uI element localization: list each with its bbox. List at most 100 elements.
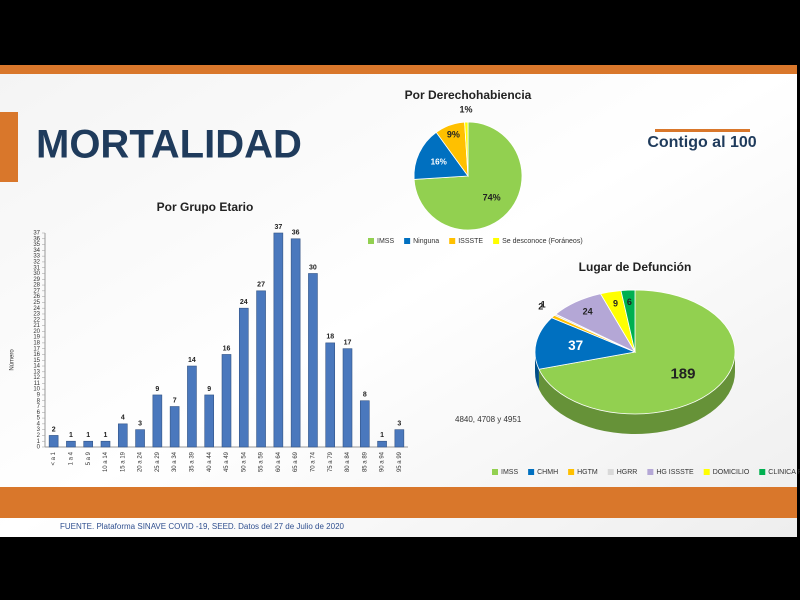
y-tick-label: 22 bbox=[33, 317, 40, 323]
data-label: 18 bbox=[326, 334, 334, 341]
y-tick-label: 7 bbox=[37, 404, 41, 410]
slice-side bbox=[538, 352, 736, 435]
data-label: 1 bbox=[104, 432, 108, 439]
data-label: 36 bbox=[292, 230, 300, 237]
y-tick-label: 36 bbox=[33, 236, 40, 242]
legend-label: CLINICA PRIVADA bbox=[768, 469, 800, 476]
pie-slice bbox=[620, 289, 636, 353]
slide-title: MORTALIDAD bbox=[36, 123, 302, 167]
x-tick-label: 90 a 94 bbox=[380, 451, 386, 472]
data-label: 30 bbox=[309, 264, 317, 271]
bar bbox=[256, 290, 266, 448]
pie-slice bbox=[464, 121, 469, 177]
legend-label: ISSSTE bbox=[458, 238, 483, 245]
y-tick-label: 33 bbox=[33, 254, 40, 260]
y-tick-label: 30 bbox=[33, 271, 40, 277]
bar bbox=[394, 429, 405, 448]
y-tick-label: 26 bbox=[33, 294, 40, 300]
y-tick-label: 32 bbox=[33, 259, 40, 265]
bar bbox=[169, 406, 180, 448]
legend-swatch bbox=[607, 469, 614, 475]
y-tick-label: 31 bbox=[33, 265, 40, 271]
data-label: 8 bbox=[363, 392, 367, 399]
bar bbox=[204, 394, 215, 448]
y-tick-label: 29 bbox=[33, 277, 40, 283]
y-tick-label: 34 bbox=[33, 248, 40, 254]
chart-title: Por Grupo Etario bbox=[157, 200, 254, 214]
data-label: 24 bbox=[583, 306, 593, 316]
bar bbox=[308, 273, 318, 448]
y-tick-label: 18 bbox=[33, 340, 40, 346]
chart-title: Lugar de Defunción bbox=[579, 260, 692, 274]
y-tick-label: 28 bbox=[33, 283, 40, 289]
data-label: 27 bbox=[257, 282, 265, 289]
legend-label: IMSS bbox=[501, 469, 518, 476]
data-label: 37 bbox=[274, 224, 282, 231]
legend-swatch bbox=[703, 469, 710, 475]
pie-slice bbox=[534, 317, 637, 370]
legend-swatch bbox=[528, 469, 535, 475]
data-label: 1 bbox=[541, 300, 546, 310]
x-tick-label: 80 a 84 bbox=[345, 451, 351, 472]
data-label: 2 bbox=[538, 302, 543, 312]
data-label: 14 bbox=[188, 357, 196, 364]
x-tick-label: 5 a 9 bbox=[86, 451, 92, 465]
legend-swatch bbox=[759, 469, 766, 475]
data-label: 1 bbox=[69, 432, 73, 439]
x-tick-label: 95 a 99 bbox=[397, 451, 403, 472]
x-tick-label: 85 a 89 bbox=[362, 451, 368, 472]
bar bbox=[100, 440, 111, 448]
x-tick-label: 75 a 79 bbox=[328, 451, 334, 472]
y-tick-label: 5 bbox=[37, 416, 41, 422]
bar bbox=[66, 440, 76, 448]
legend-label: Se desconoce (Foráneos) bbox=[502, 238, 583, 245]
bar bbox=[290, 238, 301, 448]
charts: Por Grupo Etario012345678910111213141516… bbox=[10, 88, 800, 476]
data-label: 3 bbox=[138, 420, 142, 427]
x-tick-label: 65 a 69 bbox=[293, 451, 299, 472]
y-tick-label: 9 bbox=[37, 393, 41, 399]
legend-swatch bbox=[493, 238, 500, 244]
data-label: 9% bbox=[447, 130, 460, 140]
bar bbox=[273, 232, 284, 448]
pie-slice bbox=[538, 289, 736, 415]
x-tick-label: 35 a 39 bbox=[190, 451, 196, 472]
data-label: 1% bbox=[460, 104, 473, 114]
left-tab bbox=[0, 112, 18, 182]
data-label: 3 bbox=[397, 420, 401, 427]
legend-swatch bbox=[492, 469, 498, 475]
y-tick-label: 35 bbox=[33, 242, 40, 248]
y-tick-label: 4 bbox=[37, 421, 41, 427]
data-label: 9 bbox=[155, 386, 159, 393]
y-tick-label: 15 bbox=[33, 358, 40, 364]
y-tick-label: 12 bbox=[33, 375, 40, 381]
data-label: 9 bbox=[613, 298, 618, 308]
y-tick-label: 23 bbox=[33, 312, 40, 318]
y-tick-label: 0 bbox=[37, 445, 41, 451]
y-tick-label: 20 bbox=[33, 329, 40, 335]
y-tick-label: 8 bbox=[37, 398, 41, 404]
data-label: 16% bbox=[431, 157, 447, 166]
legend-swatch bbox=[449, 238, 456, 244]
y-tick-label: 24 bbox=[33, 306, 40, 312]
legend-swatch bbox=[568, 469, 575, 475]
bar bbox=[342, 348, 353, 448]
source-note: FUENTE. Plataforma SINAVE COVID -19, SEE… bbox=[60, 522, 345, 531]
y-tick-label: 13 bbox=[33, 369, 40, 375]
bar bbox=[117, 423, 128, 448]
legend-label: DOMICILIO bbox=[713, 469, 750, 476]
legend-label: HGRR bbox=[617, 469, 638, 476]
y-tick-label: 25 bbox=[33, 300, 40, 306]
logo: Contigo al 100 bbox=[647, 134, 756, 151]
y-tick-label: 21 bbox=[33, 323, 40, 329]
bar bbox=[152, 394, 163, 448]
bar bbox=[48, 435, 59, 448]
x-tick-label: 70 a 74 bbox=[311, 451, 317, 472]
y-tick-label: 6 bbox=[37, 410, 41, 416]
chart-title: Por Derechohabiencia bbox=[405, 88, 532, 102]
y-tick-label: 3 bbox=[37, 427, 41, 433]
bar bbox=[325, 342, 336, 448]
bottom-band bbox=[0, 487, 797, 518]
legend-swatch bbox=[404, 238, 411, 244]
